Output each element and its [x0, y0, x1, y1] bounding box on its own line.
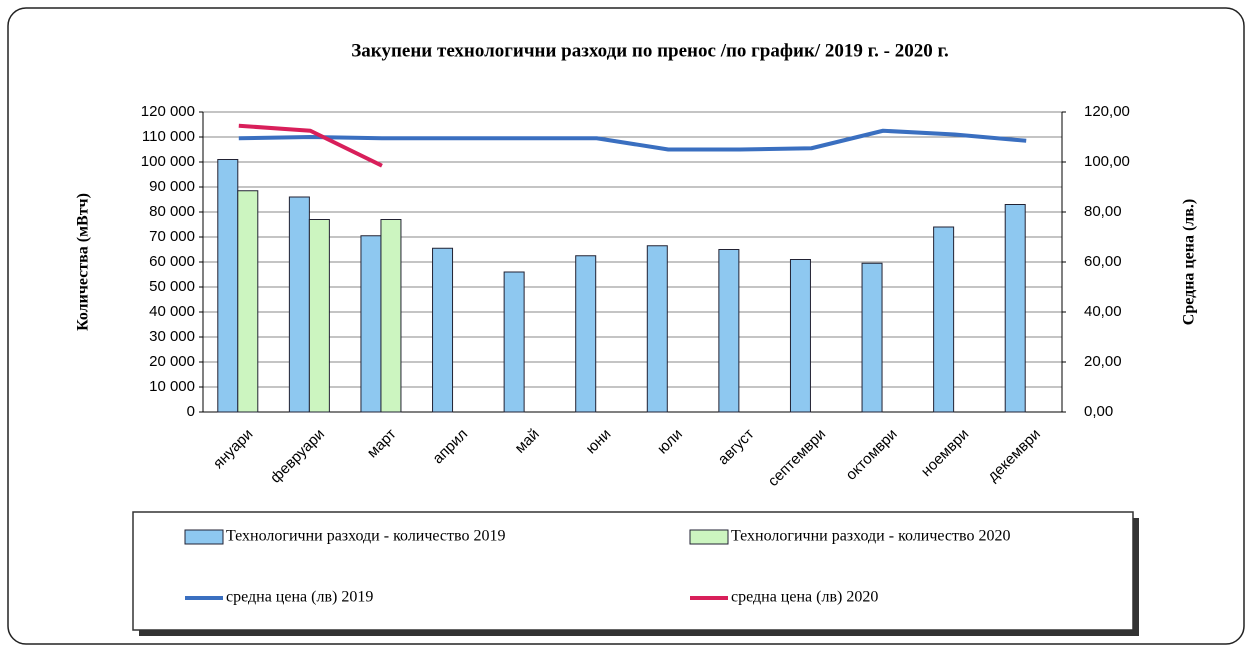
bar [217, 159, 239, 413]
legend-box [132, 511, 1134, 631]
y2-axis-title: Средна цена (лв.) [1181, 199, 1198, 325]
y-tick-label: 0 [187, 403, 195, 420]
bar [575, 255, 597, 413]
bar [718, 249, 740, 413]
y2-tick-label: 80,00 [1084, 203, 1122, 220]
line [238, 123, 383, 168]
y-tick-label: 70 000 [149, 228, 195, 245]
bar [646, 245, 668, 413]
bar [789, 259, 811, 413]
chart-frame [7, 7, 1245, 645]
y2-tick-label: 40,00 [1084, 303, 1122, 320]
legend-label: Технологични разходи - количество 2020 [731, 528, 1010, 545]
bar [237, 190, 259, 413]
bar [1004, 204, 1026, 413]
bar [432, 247, 454, 413]
y-tick-label: 80 000 [149, 203, 195, 220]
bar [933, 226, 955, 413]
bar [861, 262, 883, 413]
y-axis-title: Количества (мВтч) [75, 193, 92, 331]
y2-tick-label: 100,00 [1084, 153, 1130, 170]
bar [288, 196, 310, 413]
legend-label: средна цена (лв) 2019 [226, 589, 373, 606]
legend-swatch [184, 529, 224, 545]
y-tick-label: 20 000 [149, 353, 195, 370]
y2-tick-label: 60,00 [1084, 253, 1122, 270]
y2-tick-label: 20,00 [1084, 353, 1122, 370]
y-tick-label: 60 000 [149, 253, 195, 270]
chart-title: Закупени технологични разходи по пренос … [351, 40, 948, 61]
line [238, 128, 1027, 152]
bar [308, 219, 330, 413]
bar [360, 235, 382, 413]
legend-label: Технологични разходи - количество 2019 [226, 528, 505, 545]
bar [380, 219, 402, 413]
y-tick-label: 110 000 [142, 128, 195, 145]
y-tick-label: 40 000 [149, 303, 195, 320]
y2-tick-label: 0,00 [1084, 403, 1113, 420]
y-tick-label: 100 000 [141, 153, 195, 170]
bar [503, 271, 525, 413]
y-tick-label: 50 000 [149, 278, 195, 295]
y2-tick-label: 120,00 [1084, 103, 1130, 120]
legend-swatch [689, 529, 729, 545]
y-tick-label: 30 000 [149, 328, 195, 345]
y-tick-label: 90 000 [149, 178, 195, 195]
y-tick-label: 120 000 [141, 103, 195, 120]
legend-label: средна цена (лв) 2020 [731, 589, 878, 606]
y-tick-label: 10 000 [149, 378, 195, 395]
